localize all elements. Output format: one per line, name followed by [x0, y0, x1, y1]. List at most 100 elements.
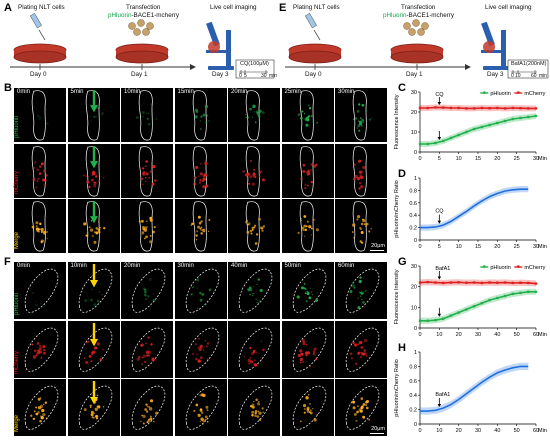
punctum	[297, 113, 300, 116]
y-axis-label: pHluorin/mCherry Ratio	[394, 180, 400, 237]
punctum	[86, 232, 88, 234]
data-point	[496, 106, 499, 110]
data-point	[472, 107, 476, 110]
punctum	[351, 284, 355, 288]
punctum	[141, 177, 144, 180]
cell-outline	[238, 268, 273, 313]
punctum	[354, 361, 358, 365]
data-point	[434, 281, 437, 284]
punctum	[146, 220, 148, 222]
punctum	[39, 419, 42, 423]
punctum	[198, 394, 201, 397]
punctum	[40, 356, 43, 359]
punctum	[353, 176, 356, 180]
particles-icon	[403, 19, 429, 36]
punctum	[83, 299, 87, 302]
punctum	[362, 351, 366, 356]
punctum	[93, 303, 97, 307]
annotation-label: CQ	[435, 92, 444, 98]
punctum	[358, 186, 361, 190]
punctum	[101, 348, 104, 350]
data-point	[527, 107, 530, 110]
tick-1: 10	[515, 73, 521, 79]
punctum	[356, 218, 359, 221]
punctum	[205, 184, 208, 187]
punctum	[354, 117, 358, 120]
punctum	[141, 115, 145, 118]
punctum	[206, 341, 209, 345]
tick-unit: min	[539, 73, 548, 79]
punctum	[199, 408, 202, 411]
punctum	[254, 410, 258, 413]
punctum	[360, 295, 362, 297]
punctum	[145, 403, 148, 406]
punctum	[98, 291, 100, 294]
data-point	[503, 294, 507, 298]
punctum	[204, 104, 208, 109]
data-point	[519, 107, 522, 110]
punctum	[195, 352, 198, 355]
treatment-arrow-icon	[89, 264, 98, 288]
punctum	[365, 406, 369, 410]
data-point	[511, 106, 514, 110]
punctum	[310, 227, 313, 230]
punctum	[82, 174, 85, 176]
punctum	[149, 415, 152, 418]
treatment-arrow-icon: BafA1	[435, 266, 450, 317]
punctum	[43, 230, 47, 234]
punctum	[37, 114, 40, 117]
punctum	[195, 278, 199, 282]
punctum	[35, 303, 38, 307]
data-point	[527, 115, 530, 119]
punctum	[246, 219, 249, 222]
punctum	[358, 181, 362, 184]
punctum	[308, 403, 311, 405]
punctum	[255, 351, 258, 353]
punctum	[39, 344, 42, 347]
punctum	[198, 291, 202, 294]
punctum	[33, 166, 36, 169]
y-tick-label: 0	[414, 238, 417, 244]
punctum	[138, 220, 142, 223]
punctum	[147, 122, 151, 126]
punctum	[204, 121, 207, 124]
x-tick-label: 60	[533, 428, 539, 434]
punctum	[205, 344, 208, 347]
punctum	[300, 286, 304, 290]
x-tick-label: 10	[436, 332, 442, 338]
y-tick-label: 0.8	[409, 364, 417, 370]
day3-label: Day 3	[487, 71, 504, 78]
punctum	[302, 215, 306, 218]
punctum	[261, 111, 265, 115]
punctum	[204, 405, 208, 409]
punctum	[249, 174, 252, 176]
punctum	[307, 394, 309, 396]
punctum	[143, 290, 147, 294]
punctum	[311, 407, 314, 410]
punctum	[141, 362, 143, 365]
punctum	[360, 124, 363, 127]
punctum	[147, 353, 151, 357]
punctum	[204, 303, 207, 306]
treatment-arrow-icon	[89, 381, 98, 405]
punctum	[205, 114, 208, 117]
punctum	[360, 222, 364, 226]
series-ratio	[420, 362, 529, 415]
punctum	[100, 114, 102, 116]
punctum	[196, 307, 199, 310]
series-phluorin	[418, 113, 538, 147]
data-point	[503, 119, 507, 123]
treatment-arrow-icon	[89, 322, 98, 346]
data-point	[465, 130, 468, 134]
cell-outline	[131, 385, 166, 430]
time-label: 20min	[231, 89, 248, 95]
punctum	[256, 301, 259, 304]
punctum	[351, 231, 354, 234]
punctum	[259, 288, 263, 293]
x-tick-label: 30	[533, 156, 539, 162]
data-point	[480, 302, 484, 305]
y-tick-label: 30	[411, 90, 417, 96]
micrograph-mcherry-15min	[174, 143, 227, 198]
punctum	[312, 352, 314, 355]
treatment-arrow-icon: BafA1	[435, 392, 450, 408]
